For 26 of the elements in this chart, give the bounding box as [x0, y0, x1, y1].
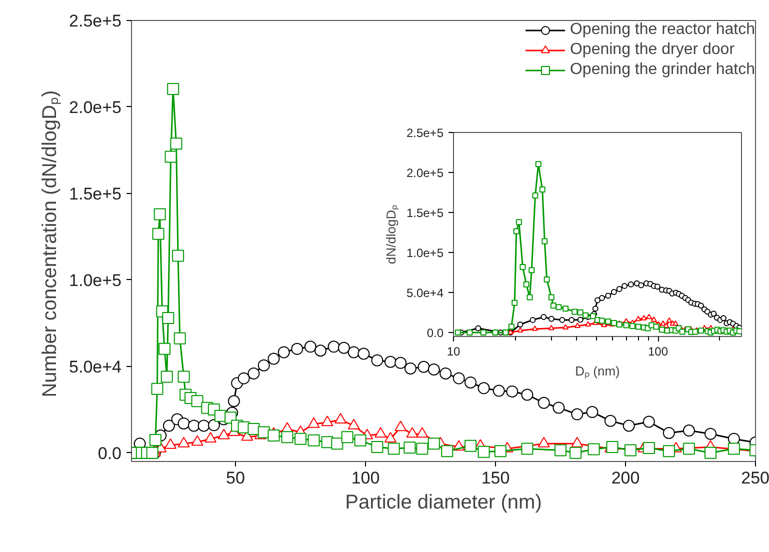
legend-label: Opening the grinder hatch [570, 61, 755, 79]
y-tick-label: 2.5e+5 [69, 12, 122, 30]
y-tick-label: 1.0e+5 [69, 270, 122, 290]
y-tick-label: 2.0e+5 [406, 166, 444, 180]
x-tick-label: 250 [741, 468, 769, 488]
y-tick-label: 2.5e+5 [406, 126, 444, 140]
y-tick-label: 5.0e+4 [69, 357, 122, 376]
x-tick-label: 50 [226, 468, 245, 488]
x-tick-label: 100 [351, 468, 380, 488]
x-tick-label: 10 [446, 344, 460, 358]
y-tick-label: 0.0 [426, 326, 444, 340]
y-tick-label: 1.5e+5 [406, 206, 444, 220]
legend-label: Opening the reactor hatch [570, 21, 755, 39]
y-tick-label: 1.0e+5 [406, 246, 444, 260]
x-axis-title: Dₚ (nm) [575, 364, 620, 380]
x-tick-label: 150 [481, 468, 510, 488]
x-tick-label: 200 [611, 468, 640, 488]
y-tick-label: 5.0e+4 [406, 286, 444, 300]
x-axis-title: Particle diameter (nm) [345, 492, 542, 514]
y-axis-title: dN/dlogDₚ [383, 204, 400, 264]
y-tick-label: 2.0e+5 [69, 98, 122, 117]
x-tick-label: 100 [648, 344, 668, 358]
legend-label: Opening the dryer door [570, 41, 735, 59]
y-tick-label: 0.0 [98, 444, 122, 463]
y-tick-label: 1.5e+5 [69, 184, 122, 204]
y-axis-title: Number concentration (dN/dlogDₚ) [39, 90, 62, 398]
